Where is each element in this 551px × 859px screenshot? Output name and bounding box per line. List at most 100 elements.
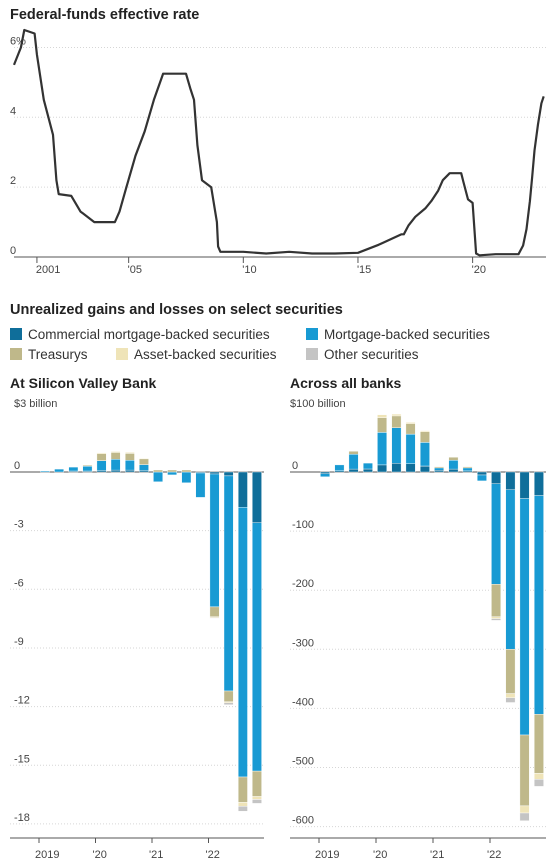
bar-segment [237, 507, 248, 778]
bar-segment [320, 473, 330, 477]
all-banks-unit-label: $100 billion [290, 398, 346, 410]
bar-segment [391, 415, 402, 428]
rate-x-tick-label: '10 [242, 264, 256, 276]
bar-segment [505, 697, 516, 703]
bar-segment [252, 799, 262, 804]
all-banks-chart-title: Across all banks [290, 375, 401, 391]
bar-segment [391, 462, 402, 473]
bar-segment [195, 472, 206, 498]
legend-label: Mortgage-backed securities [324, 327, 490, 342]
bar-y-tick-label: -100 [292, 519, 314, 531]
bar-x-tick-label: 2019 [315, 849, 339, 859]
bar-segment [491, 471, 501, 485]
legend-label: Other securities [324, 347, 419, 362]
bar-segment [405, 422, 416, 424]
rate-y-tick-label: 0 [10, 245, 16, 257]
bar-segment [68, 466, 79, 472]
bar-segment [139, 464, 149, 471]
bar-segment [405, 463, 416, 473]
bar-segment [448, 460, 459, 470]
bar-segment [377, 432, 387, 466]
bar-segment [181, 469, 192, 473]
bar-segment [110, 451, 121, 453]
bar-segment [534, 779, 544, 787]
bar-segment [209, 473, 220, 608]
rate-chart-title: Federal-funds effective rate [10, 7, 199, 23]
bar-segment [252, 770, 262, 797]
bar-segment [462, 467, 473, 472]
bar-x-tick-label: '21 [430, 849, 444, 859]
bar-x-tick-label: '20 [93, 849, 107, 859]
bar-segment [110, 452, 121, 460]
legend-label: Treasurys [28, 347, 88, 362]
bar-segment [209, 606, 220, 617]
bar-y-tick-label: 0 [14, 460, 20, 472]
bar-segment [124, 460, 135, 471]
legend-swatch [116, 348, 128, 360]
bar-segment [252, 796, 262, 800]
bar-segment [434, 467, 444, 471]
legend-swatch [306, 348, 318, 360]
bar-segment [139, 458, 149, 460]
bar-segment [124, 452, 135, 454]
legend-swatch [306, 328, 318, 340]
bar-segment [448, 457, 459, 461]
bar-segment [420, 465, 430, 473]
bar-x-tick-label: 2019 [35, 849, 59, 859]
rate-y-tick-label: 4 [10, 105, 16, 117]
bar-segment [491, 584, 501, 617]
bar-segment [377, 417, 387, 433]
legend-label: Asset-backed securities [134, 347, 277, 362]
bar-segment [139, 458, 149, 465]
bar-y-tick-label: -18 [14, 812, 30, 824]
bar-segment [519, 498, 530, 736]
bar-y-tick-label: -500 [292, 756, 314, 768]
bar-x-tick-label: '20 [373, 849, 387, 859]
bar-segment [40, 470, 50, 473]
bar-y-tick-label: 0 [292, 460, 298, 472]
bar-y-tick-label: -400 [292, 696, 314, 708]
bar-segment [477, 474, 487, 482]
bar-segment [110, 459, 121, 471]
bar-segment [181, 471, 192, 484]
bar-segment [448, 468, 459, 473]
bar-segment [223, 475, 234, 692]
bar-segment [82, 465, 93, 467]
bar-segment [153, 469, 163, 473]
bar-x-tick-label: '22 [206, 849, 220, 859]
bar-segment [110, 469, 121, 473]
bar-segment [534, 495, 544, 715]
bar-segment [505, 489, 516, 650]
bar-segment [209, 471, 220, 475]
bar-y-tick-label: -6 [14, 577, 24, 589]
bar-segment [405, 434, 416, 464]
bar-segment [320, 471, 330, 474]
bar-y-tick-label: -200 [292, 578, 314, 590]
bar-segment [420, 442, 430, 467]
bar-segment [534, 714, 544, 774]
bar-segment [391, 427, 402, 464]
bar-segment [377, 414, 387, 418]
bar-x-tick-label: '22 [487, 849, 501, 859]
bar-segment [124, 453, 135, 461]
bar-y-tick-label: -600 [292, 815, 314, 827]
bar-segment [519, 734, 530, 807]
bar-segment [420, 430, 430, 433]
bar-segment [405, 423, 416, 435]
bar-segment [505, 471, 516, 490]
bar-segment [491, 483, 501, 585]
bar-segment [96, 460, 107, 471]
bar-segment [223, 702, 234, 705]
bar-segment [223, 471, 234, 477]
bar-segment [519, 805, 530, 814]
rate-x-tick-label: 2001 [36, 264, 60, 276]
bar-segment [348, 451, 359, 455]
bar-segment [534, 773, 544, 780]
legend-label: Commercial mortgage-backed securities [28, 327, 270, 342]
rate-x-tick-label: '15 [357, 264, 371, 276]
rate-chart: Federal-funds effective rate 6%4202001'0… [10, 7, 546, 276]
bar-segment [491, 618, 501, 621]
bar-segment [223, 690, 234, 703]
bar-segment [363, 468, 373, 473]
